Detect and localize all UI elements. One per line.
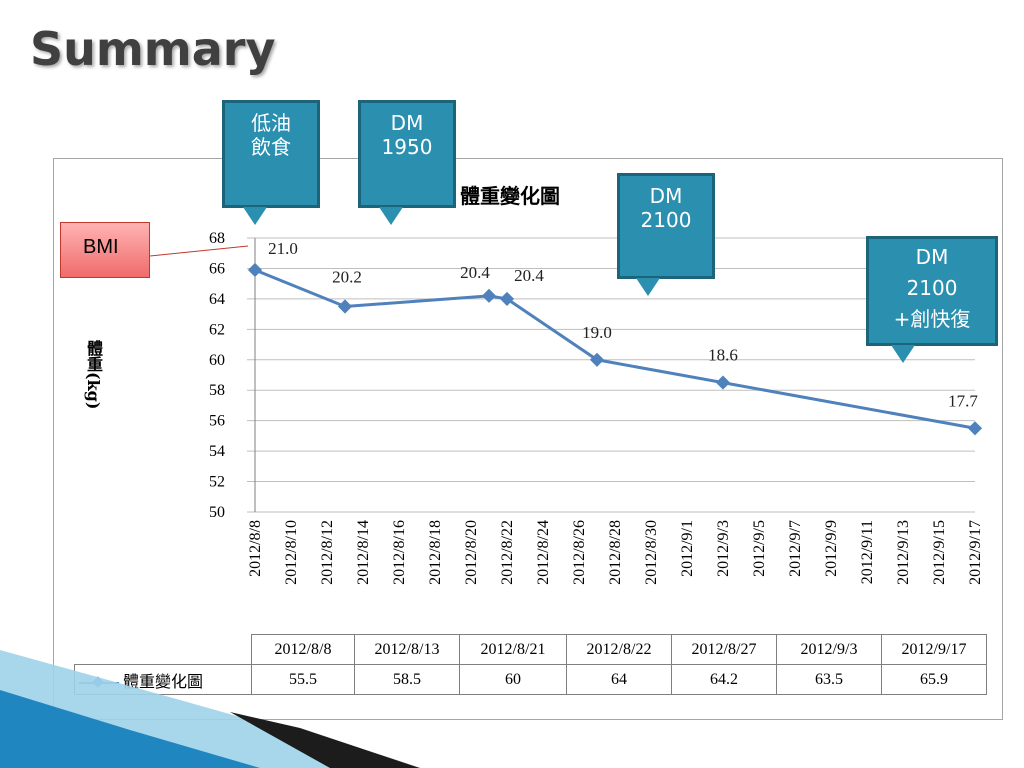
callout-pointer [243, 207, 267, 225]
y-tick-label: 62 [209, 321, 225, 338]
chart-frame [53, 158, 1003, 720]
chart-title: 體重變化圖 [460, 184, 560, 208]
table-value: 55.5 [251, 664, 355, 695]
data-label: 20.4 [460, 263, 490, 282]
table-date: 2012/8/27 [671, 634, 777, 665]
bmi-label-box: BMI [60, 222, 150, 278]
data-point [247, 262, 263, 278]
callout-dm-2100: DM 2100 [617, 173, 715, 296]
y-tick-label: 50 [209, 504, 225, 521]
table-value: 64 [566, 664, 672, 695]
table-date: 2012/9/17 [881, 634, 987, 665]
data-point [499, 291, 515, 306]
x-tick-label: 2012/8/20 [463, 520, 480, 585]
x-tick-label: 2012/8/14 [355, 520, 372, 585]
x-tick-label: 2012/8/16 [391, 520, 408, 585]
callout-dm-1950: DM 1950 [358, 100, 456, 225]
callout-text: DM 1950 [381, 111, 433, 159]
table-date: 2012/9/3 [776, 634, 882, 665]
x-tick-label: 2012/8/12 [319, 520, 336, 585]
table-value-row: 體重變化圖 55.5 58.5 60 64 64.2 63.5 65.9 [74, 664, 987, 695]
data-label: 19.0 [582, 323, 612, 342]
table-value: 58.5 [354, 664, 460, 695]
x-tick-label: 2012/8/30 [643, 520, 660, 585]
callout-pointer [891, 345, 915, 363]
y-tick-label: 52 [209, 474, 225, 491]
data-point [715, 375, 731, 390]
x-tick-label: 2012/8/10 [283, 520, 300, 585]
callout-text: DM 2100 [640, 184, 692, 232]
callout-pointer [636, 278, 660, 296]
callout-text: 低油 飲食 [251, 111, 291, 159]
x-tick-label: 2012/9/1 [679, 520, 696, 577]
callout-low-fat-diet: 低油 飲食 [222, 100, 320, 225]
y-tick-label: 64 [209, 291, 225, 308]
data-label: 21.0 [268, 239, 298, 258]
data-point [481, 288, 497, 303]
x-tick-label: 2012/9/17 [967, 520, 984, 585]
data-label: 20.4 [514, 266, 544, 285]
y-tick-label: 60 [209, 352, 225, 369]
table-value: 60 [459, 664, 567, 695]
x-tick-label: 2012/9/7 [787, 520, 804, 577]
table-date: 2012/8/22 [566, 634, 672, 665]
x-tick-label: 2012/8/18 [427, 520, 444, 585]
y-tick-label: 68 [209, 230, 225, 247]
data-label: 18.6 [708, 346, 738, 365]
x-tick-label: 2012/9/15 [931, 520, 948, 585]
x-tick-label: 2012/8/24 [535, 520, 552, 585]
slide-title: Summary [30, 22, 276, 76]
table-date: 2012/8/8 [251, 634, 355, 665]
x-tick-label: 2012/9/13 [895, 520, 912, 585]
table-corner [74, 634, 252, 665]
x-tick-label: 2012/8/28 [607, 520, 624, 585]
table-date: 2012/8/13 [354, 634, 460, 665]
table-value: 63.5 [776, 664, 882, 695]
data-point [337, 299, 353, 314]
x-tick-label: 2012/9/3 [715, 520, 732, 577]
data-label: 17.7 [948, 391, 978, 410]
x-tick-label: 2012/9/9 [823, 520, 840, 577]
x-tick-label: 2012/9/5 [751, 520, 768, 577]
series-marker-icon [79, 677, 119, 689]
table-date: 2012/8/21 [459, 634, 567, 665]
table-value: 64.2 [671, 664, 777, 695]
y-axis-title: 體重(kg) [84, 340, 103, 410]
data-point [589, 352, 605, 367]
y-tick-label: 66 [209, 260, 225, 277]
data-table: 2012/8/8 2012/8/13 2012/8/21 2012/8/22 2… [74, 634, 987, 695]
table-series-name: 體重變化圖 [123, 673, 204, 691]
table-series-cell: 體重變化圖 [74, 664, 252, 695]
x-tick-label: 2012/9/11 [859, 520, 876, 584]
callout-pointer [379, 207, 403, 225]
callout-dm-2100-supplement: DM 2100 +創快復 [866, 236, 998, 363]
bmi-leader-line [149, 245, 249, 257]
table-value: 65.9 [881, 664, 987, 695]
data-point [967, 421, 983, 436]
callout-text: DM 2100 +創快復 [893, 245, 971, 331]
x-tick-label: 2012/8/26 [571, 520, 588, 585]
y-tick-label: 54 [209, 443, 225, 460]
data-label: 20.2 [332, 268, 362, 287]
y-tick-label: 56 [209, 413, 225, 430]
x-tick-label: 2012/8/8 [247, 520, 264, 577]
x-tick-label: 2012/8/22 [499, 520, 516, 585]
table-header-row: 2012/8/8 2012/8/13 2012/8/21 2012/8/22 2… [74, 634, 987, 665]
y-tick-label: 58 [209, 382, 225, 399]
